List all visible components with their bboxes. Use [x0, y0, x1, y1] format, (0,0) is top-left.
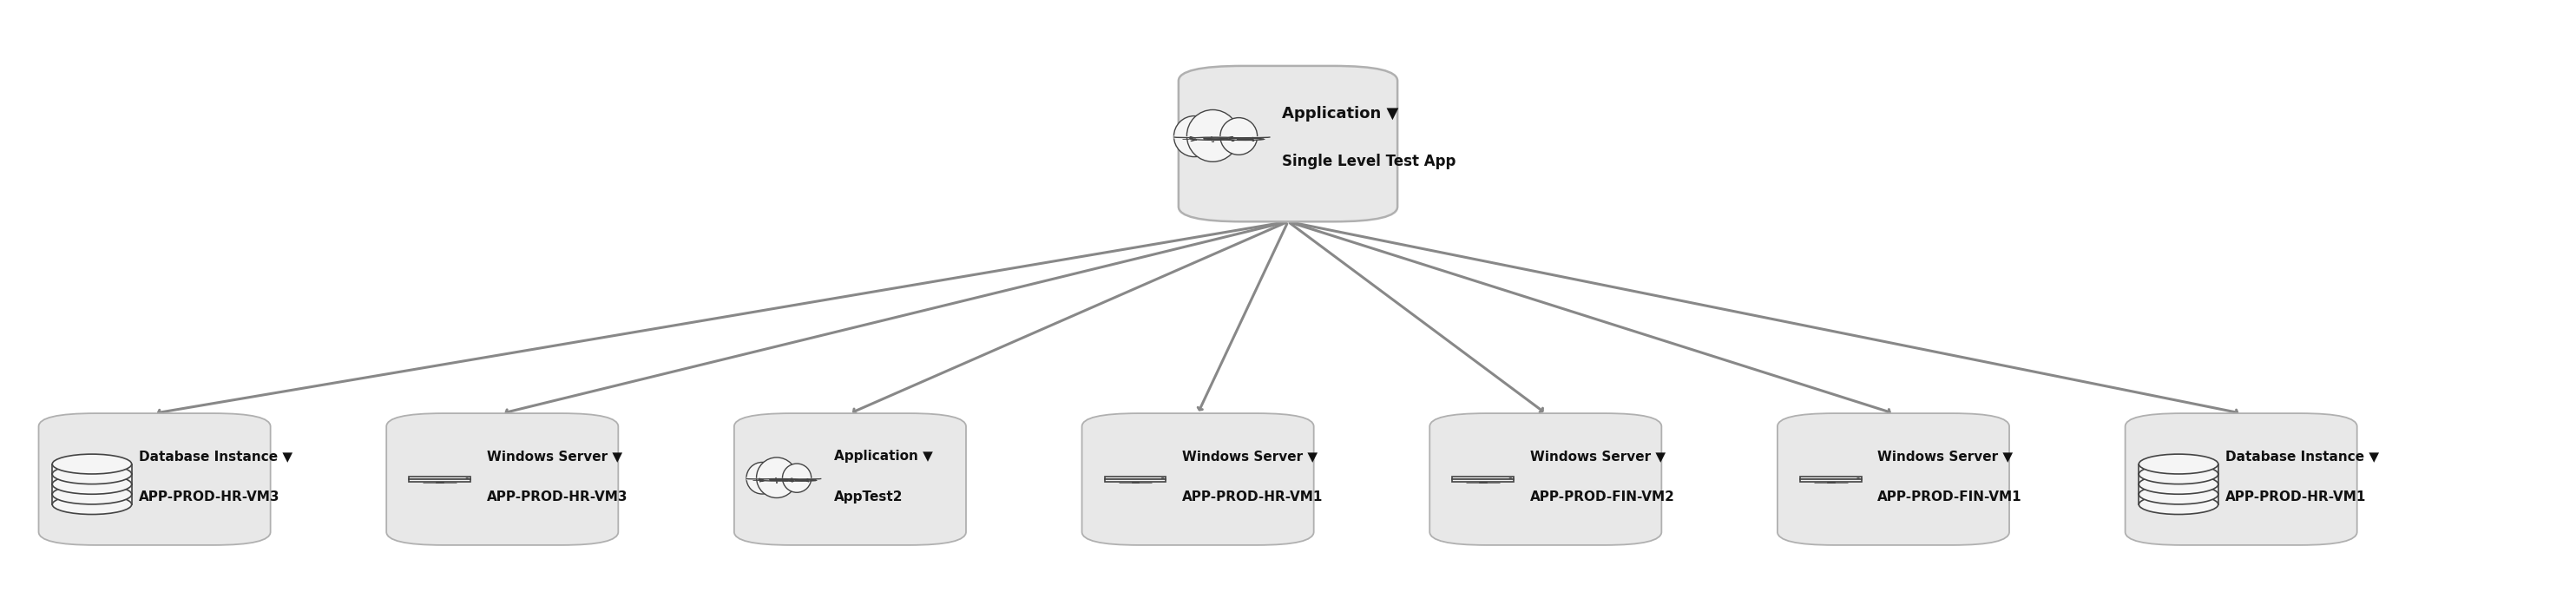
- FancyBboxPatch shape: [1453, 477, 1515, 479]
- Bar: [791, 481, 793, 482]
- FancyBboxPatch shape: [410, 479, 471, 482]
- Ellipse shape: [788, 480, 817, 481]
- Ellipse shape: [1175, 116, 1216, 157]
- FancyBboxPatch shape: [2125, 413, 2357, 545]
- Bar: [806, 479, 809, 480]
- Text: APP-PROD-HR-VM1: APP-PROD-HR-VM1: [2226, 491, 2367, 504]
- Bar: [1231, 140, 1236, 141]
- Ellipse shape: [1236, 139, 1255, 140]
- Bar: [806, 481, 809, 482]
- Circle shape: [1162, 477, 1164, 479]
- FancyBboxPatch shape: [52, 464, 131, 474]
- Bar: [1252, 140, 1255, 141]
- Ellipse shape: [2138, 474, 2218, 494]
- FancyBboxPatch shape: [734, 413, 966, 545]
- Text: APP-PROD-HR-VM1: APP-PROD-HR-VM1: [1182, 491, 1324, 504]
- Bar: [1190, 140, 1198, 141]
- FancyBboxPatch shape: [52, 474, 131, 484]
- FancyBboxPatch shape: [1430, 413, 1662, 545]
- Ellipse shape: [760, 479, 799, 481]
- FancyBboxPatch shape: [1777, 413, 2009, 545]
- Ellipse shape: [2138, 454, 2218, 474]
- FancyBboxPatch shape: [52, 494, 131, 504]
- FancyBboxPatch shape: [1105, 477, 1167, 479]
- FancyBboxPatch shape: [1453, 479, 1515, 482]
- Ellipse shape: [52, 454, 131, 474]
- Text: Database Instance ▼: Database Instance ▼: [2226, 450, 2380, 463]
- Ellipse shape: [2138, 495, 2218, 515]
- Bar: [791, 479, 793, 480]
- Ellipse shape: [1188, 110, 1239, 162]
- Bar: [760, 479, 762, 480]
- Circle shape: [1510, 477, 1512, 479]
- Ellipse shape: [1221, 118, 1257, 155]
- FancyBboxPatch shape: [1082, 413, 1314, 545]
- Text: APP-PROD-HR-VM3: APP-PROD-HR-VM3: [139, 491, 281, 504]
- FancyBboxPatch shape: [1180, 66, 1396, 222]
- Ellipse shape: [52, 495, 131, 515]
- Text: AppTest2: AppTest2: [835, 491, 904, 504]
- Ellipse shape: [747, 462, 778, 494]
- Circle shape: [466, 477, 469, 479]
- Text: Single Level Test App: Single Level Test App: [1283, 154, 1455, 170]
- Bar: [1229, 140, 1234, 141]
- Text: Application ▼: Application ▼: [1283, 106, 1399, 122]
- Text: APP-PROD-FIN-VM1: APP-PROD-FIN-VM1: [1878, 491, 2022, 504]
- FancyBboxPatch shape: [747, 476, 822, 481]
- Text: Windows Server ▼: Windows Server ▼: [1182, 450, 1319, 463]
- Ellipse shape: [1203, 138, 1229, 140]
- FancyBboxPatch shape: [52, 484, 131, 494]
- Ellipse shape: [757, 458, 796, 498]
- Bar: [1249, 137, 1255, 138]
- FancyBboxPatch shape: [2138, 494, 2218, 504]
- Text: APP-PROD-FIN-VM2: APP-PROD-FIN-VM2: [1530, 491, 1674, 504]
- Text: APP-PROD-HR-VM3: APP-PROD-HR-VM3: [487, 491, 629, 504]
- Text: Application ▼: Application ▼: [835, 450, 933, 463]
- Text: Database Instance ▼: Database Instance ▼: [139, 450, 294, 463]
- FancyBboxPatch shape: [1105, 479, 1167, 482]
- Bar: [1226, 137, 1234, 138]
- Bar: [788, 480, 793, 482]
- FancyBboxPatch shape: [2138, 464, 2218, 474]
- FancyBboxPatch shape: [386, 413, 618, 545]
- Ellipse shape: [770, 479, 788, 480]
- Bar: [1190, 137, 1195, 138]
- FancyBboxPatch shape: [39, 413, 270, 545]
- Circle shape: [1857, 477, 1860, 479]
- Ellipse shape: [2138, 485, 2218, 504]
- Text: Windows Server ▼: Windows Server ▼: [1878, 450, 2014, 463]
- FancyBboxPatch shape: [2138, 484, 2218, 494]
- FancyBboxPatch shape: [1801, 477, 1862, 479]
- Ellipse shape: [52, 485, 131, 504]
- FancyBboxPatch shape: [1801, 479, 1862, 482]
- Text: Windows Server ▼: Windows Server ▼: [1530, 450, 1667, 463]
- Bar: [788, 478, 793, 479]
- FancyBboxPatch shape: [410, 477, 471, 479]
- Ellipse shape: [52, 464, 131, 484]
- Bar: [760, 481, 765, 482]
- Ellipse shape: [52, 474, 131, 494]
- FancyBboxPatch shape: [1175, 135, 1270, 140]
- Ellipse shape: [1226, 138, 1265, 140]
- Ellipse shape: [1190, 137, 1242, 140]
- FancyBboxPatch shape: [2138, 474, 2218, 484]
- Text: Windows Server ▼: Windows Server ▼: [487, 450, 623, 463]
- Ellipse shape: [2138, 464, 2218, 484]
- Ellipse shape: [783, 464, 811, 492]
